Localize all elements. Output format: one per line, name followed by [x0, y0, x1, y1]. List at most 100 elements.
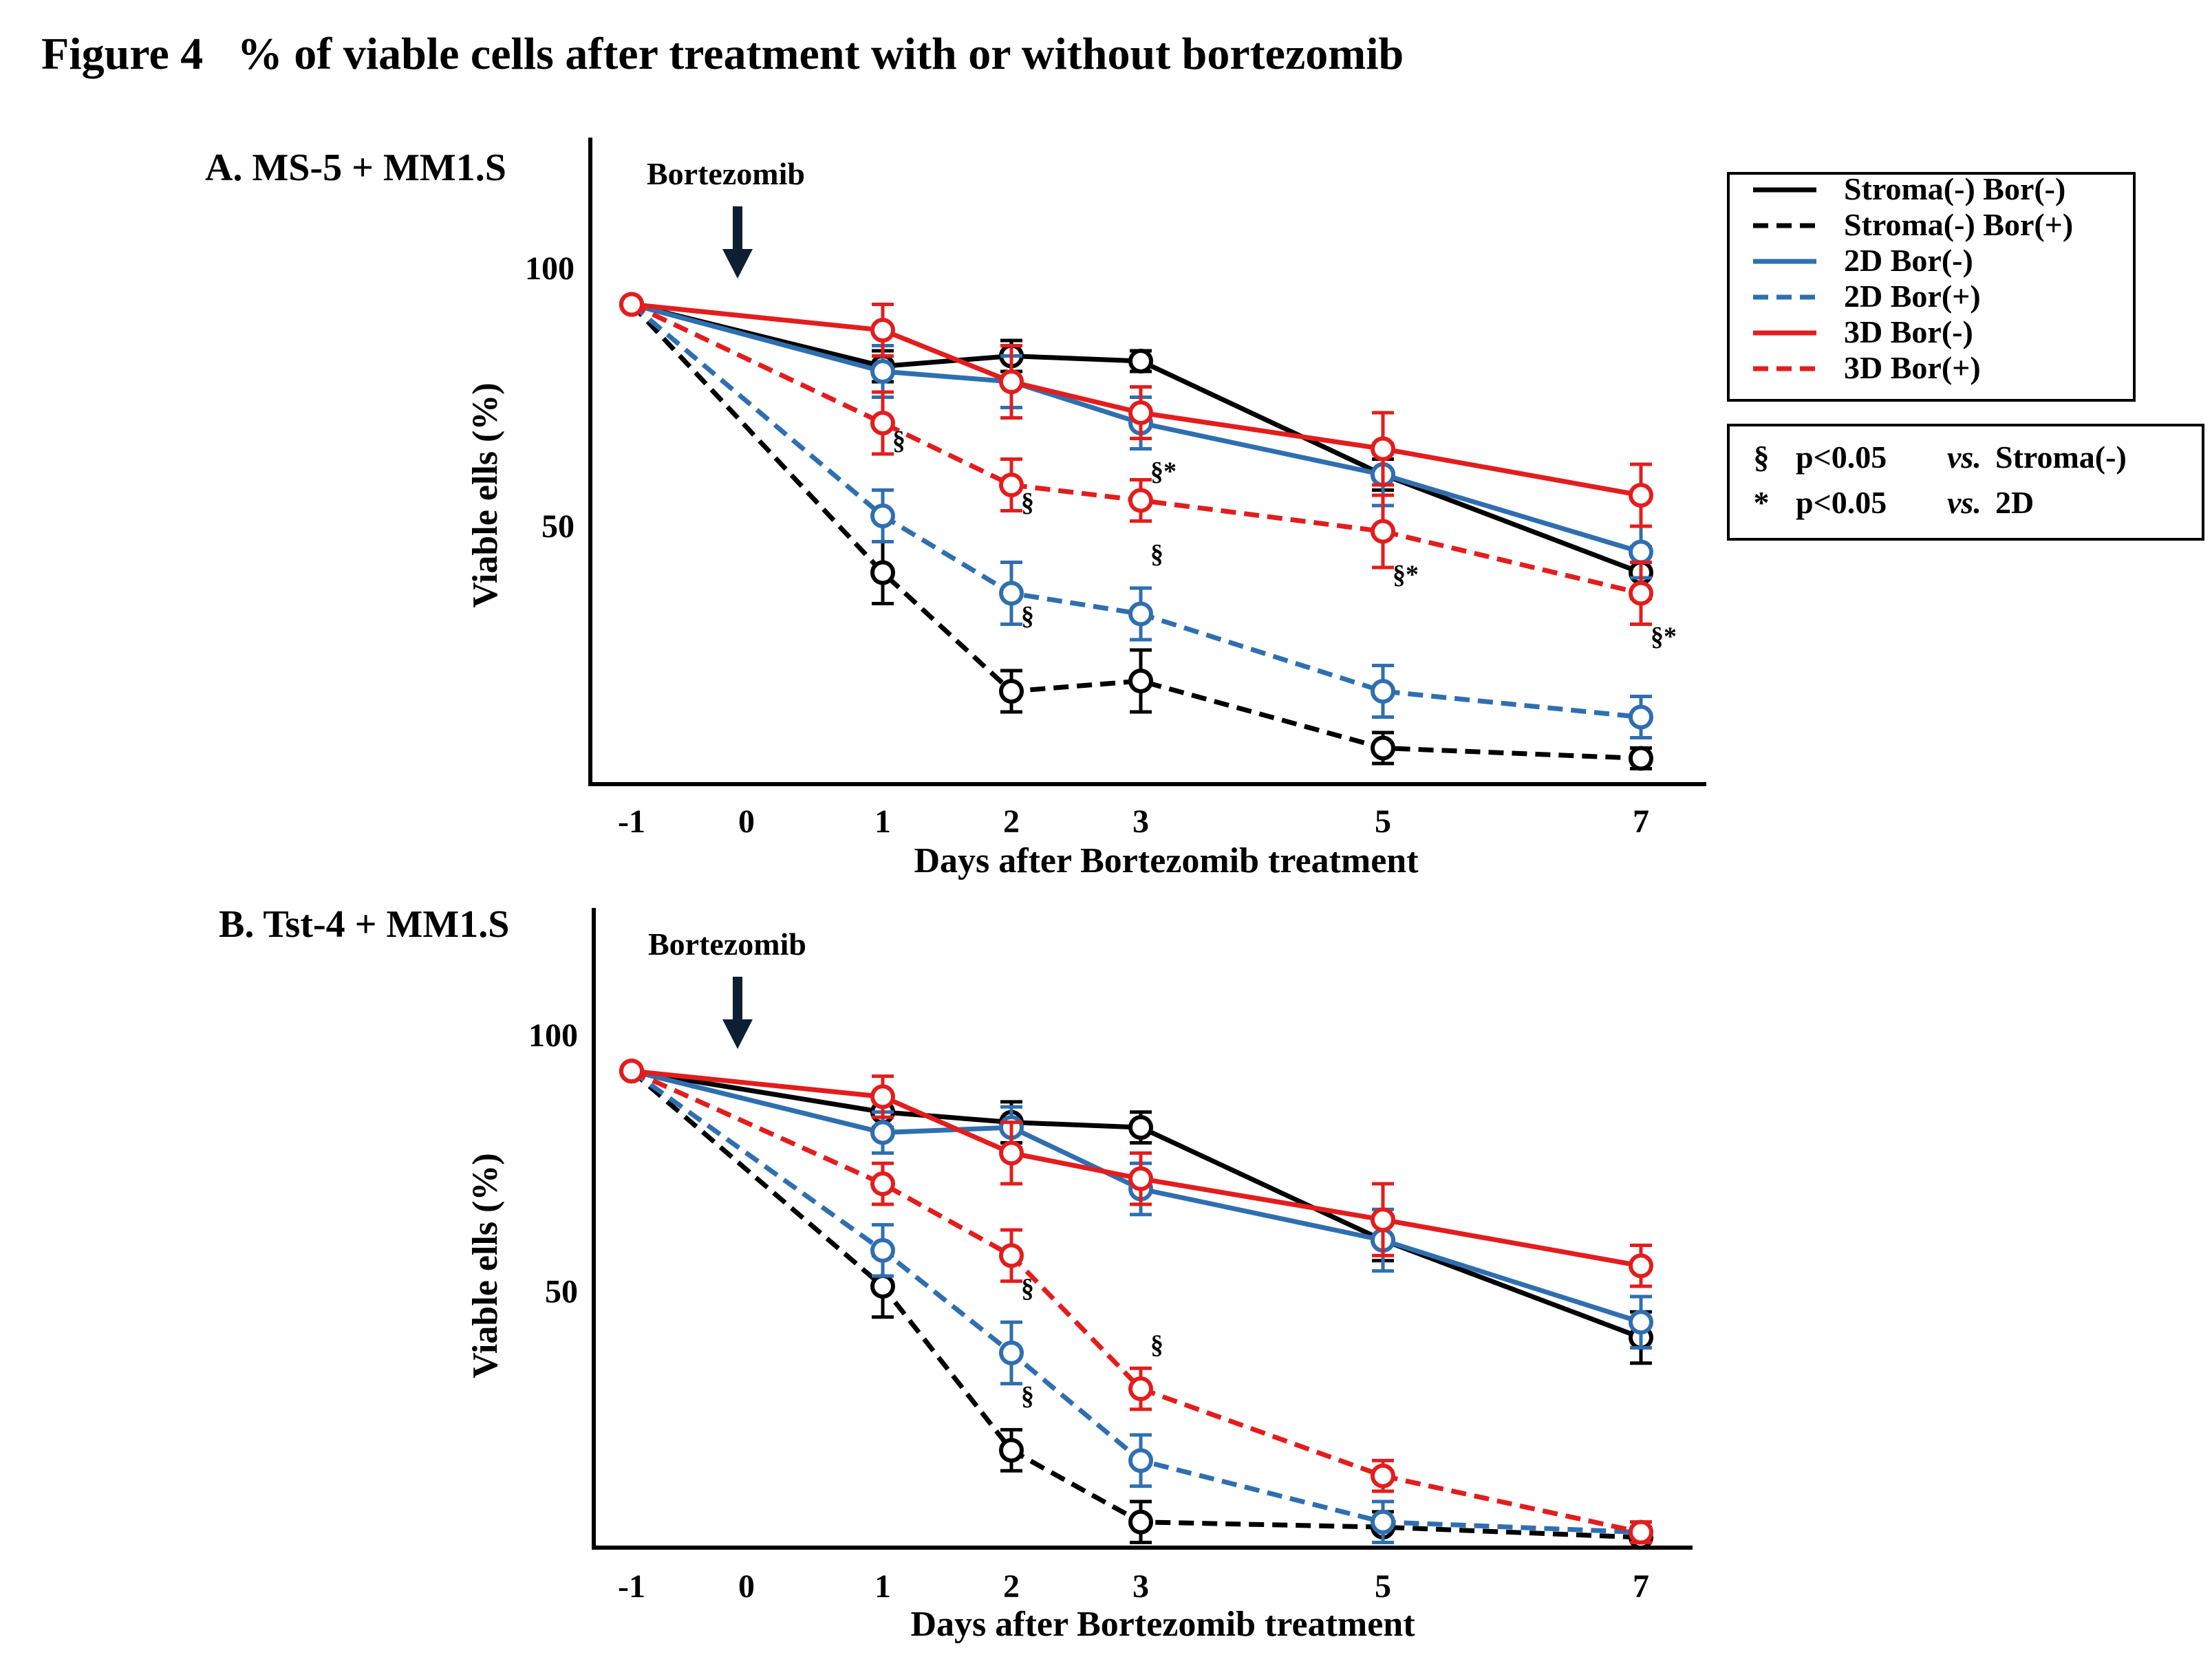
- data-point: [1128, 1115, 1153, 1140]
- x-tick-label: 0: [738, 803, 755, 840]
- panel-a-arrow-icon: [722, 206, 753, 279]
- series-line: [631, 1068, 1642, 1268]
- series-line: [630, 302, 1642, 719]
- legend-box: [1727, 172, 2136, 402]
- data-point: [1629, 704, 1653, 730]
- legend-label: 2D Bor(-): [1844, 243, 1973, 278]
- data-point: [1128, 669, 1153, 693]
- significance-annotation: §*: [1393, 561, 1419, 589]
- significance-annotation: §: [1021, 1381, 1034, 1410]
- data-point: [1128, 601, 1153, 627]
- y-tick-label: 100: [525, 250, 575, 287]
- panel-b-arrow-label: Bortezomib: [648, 927, 806, 962]
- legend-label: 3D Bor(-): [1844, 314, 1973, 349]
- panel-b-ylabel: Viable ells (%): [466, 1153, 505, 1378]
- data-point: [1371, 679, 1395, 704]
- data-point: [999, 1438, 1024, 1463]
- series-3d-bor-: [619, 1059, 1653, 1545]
- significance-annotation: §: [892, 426, 905, 455]
- data-point: [870, 1120, 895, 1145]
- series-line: [631, 302, 1642, 575]
- data-point: [1128, 1509, 1153, 1535]
- legend-label: Stroma(-) Bor(-): [1844, 171, 2065, 206]
- legend: Stroma(-) Bor(-)Stroma(-) Bor(+)2D Bor(-…: [1727, 171, 2136, 402]
- data-point: [870, 560, 895, 585]
- series-line: [630, 1069, 1642, 1540]
- x-tick-label: 3: [1132, 803, 1149, 840]
- significance-annotation: §: [1021, 1274, 1034, 1303]
- data-point: [1629, 1310, 1653, 1335]
- series-2d-bor-: [619, 292, 1653, 580]
- panel-a-xlabel: Days after Bortezomib treatment: [914, 841, 1419, 880]
- x-tick-label: 3: [1132, 1568, 1149, 1605]
- data-point: [1128, 349, 1153, 373]
- x-tick-label: 1: [874, 1568, 891, 1605]
- significance-annotation: §: [1150, 1330, 1163, 1359]
- data-point: [1128, 1166, 1153, 1191]
- x-tick-label: 7: [1633, 803, 1649, 840]
- x-tick-label: 2: [1003, 803, 1020, 840]
- significance-annotation: §*: [1150, 457, 1177, 486]
- data-point: [619, 1059, 644, 1084]
- data-point: [999, 369, 1024, 394]
- data-point: [1371, 1463, 1395, 1488]
- figure-title: Figure 4 % of viable cells after treatme…: [41, 29, 1404, 79]
- data-point: [999, 1340, 1024, 1365]
- data-point: [1629, 483, 1653, 508]
- panel-a-arrow-label: Bortezomib: [647, 156, 805, 191]
- significance-ref: Stroma(-): [1995, 440, 2127, 475]
- data-point: [870, 359, 895, 384]
- y-tick-label: 100: [528, 1017, 578, 1054]
- data-point: [870, 1084, 895, 1109]
- significance-text: p<0.05: [1796, 485, 1887, 520]
- data-point: [1371, 519, 1395, 544]
- data-point: [870, 411, 895, 435]
- series-line: [630, 303, 1642, 761]
- data-point: [619, 292, 644, 317]
- x-tick-label: 2: [1003, 1568, 1020, 1605]
- data-point: [870, 1237, 895, 1263]
- data-point: [999, 1243, 1024, 1268]
- x-tick-label: -1: [618, 1568, 645, 1605]
- significance-vs: vs.: [1947, 440, 1982, 475]
- series-2d-bor-: [619, 292, 1653, 739]
- data-point: [1629, 539, 1653, 565]
- data-point: [870, 503, 895, 528]
- panel-b-plot: -1 0 1 2 3 5 7 100 50 § § §: [528, 1017, 1653, 1605]
- series-line: [631, 302, 1642, 554]
- panel-a: A. MS-5 + MM1.S Bortezomib Viable ells (…: [205, 138, 1706, 880]
- x-tick-label: 0: [738, 1568, 755, 1605]
- significance-annotation: §: [1150, 540, 1163, 569]
- data-point: [1128, 400, 1153, 425]
- legend-items: Stroma(-) Bor(-)Stroma(-) Bor(+)2D Bor(-…: [1753, 171, 2073, 385]
- significance-text: p<0.05: [1796, 440, 1887, 475]
- y-tick-label: 50: [545, 1274, 578, 1310]
- panel-b: B. Tst-4 + MM1.S Bortezomib Viable ells …: [219, 903, 1693, 1644]
- data-point: [1128, 1448, 1153, 1473]
- x-tick-label: 1: [874, 803, 891, 840]
- data-point: [999, 473, 1024, 497]
- series-stroma-bor-: [619, 292, 1653, 600]
- significance-annotation: §: [1021, 602, 1034, 631]
- data-point: [1371, 436, 1395, 462]
- data-point: [1629, 746, 1653, 771]
- series-3d-bor-: [619, 292, 1653, 528]
- x-tick-label: 5: [1375, 1568, 1391, 1605]
- data-point: [1128, 1376, 1153, 1402]
- panel-a-ylabel: Viable ells (%): [466, 382, 505, 607]
- legend-label: Stroma(-) Bor(+): [1844, 207, 2073, 242]
- data-point: [999, 1140, 1024, 1166]
- x-tick-label: 7: [1633, 1568, 1649, 1605]
- data-point: [870, 318, 895, 343]
- significance-symbol: §: [1754, 440, 1770, 475]
- panel-b-title: B. Tst-4 + MM1.S: [219, 903, 509, 946]
- x-tick-label: -1: [618, 803, 645, 840]
- significance-vs: vs.: [1947, 485, 1982, 520]
- data-point: [1629, 1519, 1653, 1545]
- significance-legend: § p<0.05 vs. Stroma(-) * p<0.05 vs. 2D: [1727, 424, 2204, 541]
- x-tick-label: 5: [1375, 803, 1391, 840]
- series-line: [631, 1068, 1642, 1325]
- series-line: [630, 1068, 1642, 1535]
- significance-items: § p<0.05 vs. Stroma(-) * p<0.05 vs. 2D: [1754, 440, 2127, 520]
